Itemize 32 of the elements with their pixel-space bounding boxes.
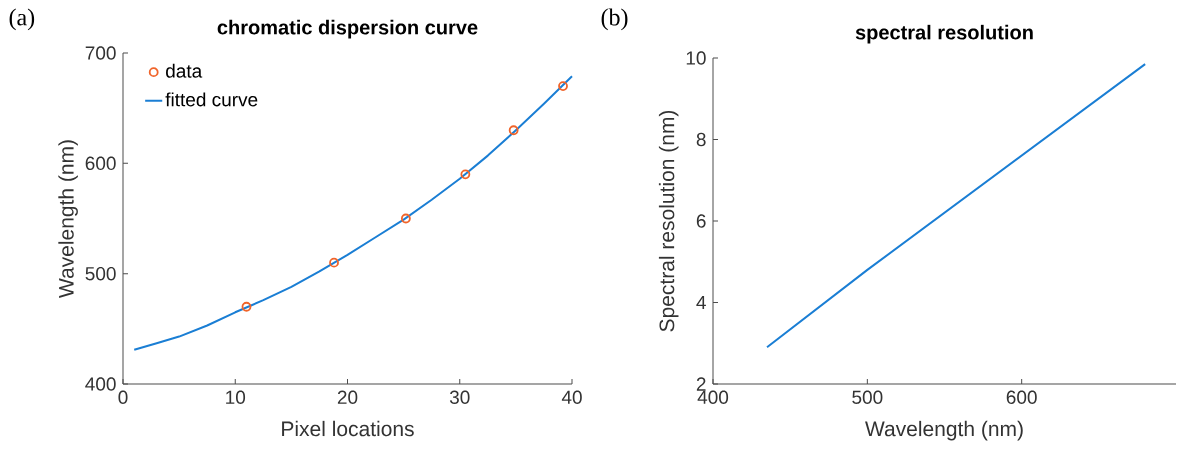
chart-title: chromatic dispersion curve	[217, 19, 478, 39]
x-tick-label: 10	[226, 390, 246, 404]
x-tick-label: 500	[852, 390, 883, 404]
x-tick-label: 20	[337, 390, 358, 404]
point	[460, 169, 471, 180]
legend-label: fitted curve	[165, 92, 258, 107]
x-tick-label: 40	[561, 390, 582, 404]
text: (b)	[601, 8, 628, 31]
x-axis-title: Pixel locations	[282, 420, 414, 437]
y-tick-label: 4	[696, 295, 706, 310]
point	[400, 213, 411, 224]
chart-title: spectral resolution	[855, 24, 1033, 44]
y-tick-label: 400	[85, 377, 116, 391]
point	[241, 301, 252, 312]
point	[329, 257, 339, 268]
legend-label: data	[166, 63, 203, 78]
y-tick-label: 6	[696, 214, 706, 228]
point	[508, 125, 519, 136]
point	[558, 81, 568, 91]
y-tick-label: 10	[686, 51, 706, 65]
y-tick-label: 600	[85, 156, 116, 171]
x-tick-label: 0	[118, 390, 128, 404]
x-axis-title: Wavelength (nm)	[865, 420, 1023, 441]
y-axis-title: Spectral resolution (nm)	[658, 110, 679, 332]
x-tick-label: 600	[1006, 390, 1037, 404]
text: (a)	[9, 8, 35, 31]
y-tick-label: 8	[696, 132, 706, 147]
y-tick-label: 700	[85, 46, 116, 60]
y-tick-label: 2	[696, 377, 706, 391]
y-axis-title: Wavelength (nm)	[58, 140, 78, 298]
x-tick-label: 30	[449, 390, 470, 404]
y-tick-label: 500	[85, 266, 116, 281]
